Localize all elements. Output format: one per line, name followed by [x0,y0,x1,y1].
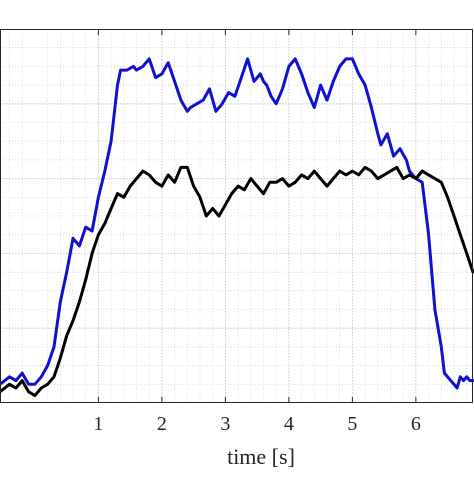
x-tick-label: 2 [157,413,167,435]
x-axis-label: time [s] [227,444,295,469]
x-tick-label: 6 [411,413,421,435]
x-tick-label: 1 [93,413,103,435]
x-tick-label: 5 [347,413,357,435]
series-line-2 [0,165,474,397]
plot-frame [0,29,473,403]
x-tick-label: 4 [284,413,294,435]
x-ticks: 1 2 3 4 5 6 [93,29,421,435]
series-layer [0,57,474,397]
x-tick-label: 3 [220,413,230,435]
major-grid [0,29,473,403]
series-line-1 [0,57,474,390]
